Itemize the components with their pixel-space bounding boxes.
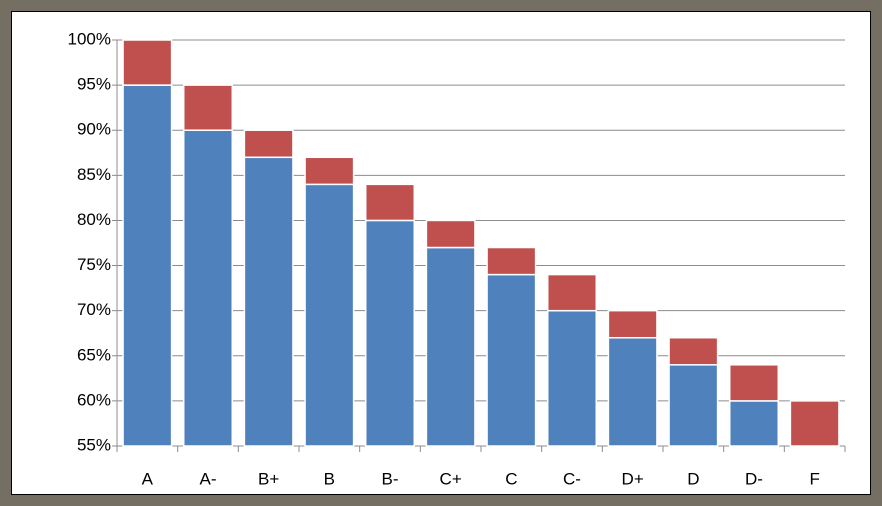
x-tick-label: C+: [440, 469, 462, 488]
x-tick-label: A-: [200, 469, 217, 488]
y-tick-label: 70%: [77, 300, 111, 319]
x-tick-label: B: [324, 469, 335, 488]
bar-segment: [304, 156, 355, 186]
y-tick-label: 100%: [68, 29, 111, 48]
y-tick-label: 55%: [77, 435, 111, 454]
x-tick-label: C-: [563, 469, 581, 488]
x-tick-label: D: [687, 469, 699, 488]
bar-segment: [668, 364, 719, 447]
bar-segment: [728, 400, 780, 447]
bar-segment: [122, 39, 173, 86]
y-tick-label: 95%: [77, 75, 111, 94]
bar-segment: [122, 84, 173, 447]
bar-segment: [364, 219, 416, 447]
bar-segment: [789, 400, 840, 447]
bar-segment: [728, 364, 780, 402]
y-tick-label: 60%: [77, 390, 111, 409]
bar-segment: [486, 246, 537, 276]
x-tick-label: A: [142, 469, 154, 488]
y-tick-label: 75%: [77, 255, 111, 274]
bar-segment: [607, 336, 658, 447]
bar-segment: [425, 246, 476, 447]
x-tick-label: B+: [258, 469, 279, 488]
bar-segment: [425, 219, 476, 249]
y-tick-label: 80%: [77, 210, 111, 229]
bar-segment: [364, 183, 416, 222]
y-tick-label: 65%: [77, 345, 111, 364]
x-tick-label: C: [505, 469, 517, 488]
bar-segment: [546, 309, 598, 447]
bar-segment: [668, 336, 719, 366]
bar-segment: [486, 273, 537, 447]
y-tick-label: 90%: [77, 120, 111, 139]
x-tick-label: D-: [745, 469, 763, 488]
bar-segment: [546, 273, 598, 312]
bar-segment: [182, 129, 234, 447]
x-tick-label: D+: [622, 469, 644, 488]
bar-segment: [607, 309, 658, 339]
bar-segment: [243, 129, 294, 159]
x-tick-label: B-: [382, 469, 399, 488]
y-tick-label: 85%: [77, 165, 111, 184]
bar-segment: [304, 183, 355, 447]
x-tick-label: F: [809, 469, 819, 488]
bar-segment: [182, 84, 234, 131]
bar-segment: [243, 156, 294, 447]
